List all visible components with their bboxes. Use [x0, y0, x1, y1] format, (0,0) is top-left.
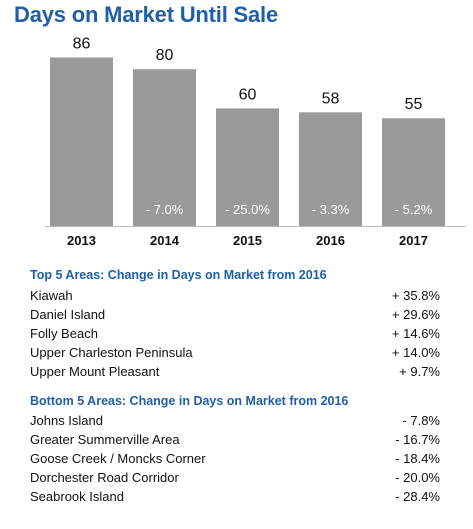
area-change: - 7.8%	[402, 413, 440, 428]
area-change: + 14.0%	[391, 345, 440, 360]
area-change: + 35.8%	[391, 288, 440, 303]
bar	[133, 69, 196, 226]
area-name: Goose Creek / Moncks Corner	[30, 451, 206, 466]
bar-value-label: 55	[405, 96, 423, 113]
bar-chart: 86 2013 80 - 7.0% 2014 60 - 25.0% 2015 58 - 3.3% 2…	[45, 35, 466, 248]
x-tick-label: 2013	[67, 233, 96, 248]
bar	[50, 57, 113, 226]
bottom-area-row: Seabrook Island - 28.4%	[30, 489, 440, 508]
bottom-area-row: Johns Island - 7.8%	[30, 413, 440, 432]
area-change: + 14.6%	[391, 326, 440, 341]
area-name: Daniel Island	[30, 307, 106, 322]
change-label: - 7.0%	[146, 202, 184, 217]
bottom-area-row: Goose Creek / Moncks Corner - 18.4%	[30, 451, 440, 470]
area-change: + 9.7%	[399, 364, 440, 379]
bar-value-label: 60	[239, 86, 257, 103]
bottom-areas-heading: Bottom 5 Areas: Change in Days on Market…	[30, 394, 349, 408]
area-name: Greater Summerville Area	[30, 432, 180, 447]
bar	[382, 118, 445, 226]
area-name: Kiawah	[30, 288, 73, 303]
bar	[299, 112, 362, 226]
x-tick-label: 2016	[316, 233, 345, 248]
top-area-row: Upper Mount Pleasant + 9.7%	[30, 364, 440, 383]
bar	[216, 108, 279, 226]
top-area-row: Upper Charleston Peninsula + 14.0%	[30, 345, 440, 364]
bottom-area-row: Dorchester Road Corridor - 20.0%	[30, 470, 440, 489]
x-tick-label: 2014	[150, 233, 180, 248]
area-name: Upper Mount Pleasant	[30, 364, 160, 379]
x-tick-label: 2015	[233, 233, 262, 248]
area-change: - 28.4%	[395, 489, 440, 504]
change-label: - 25.0%	[225, 202, 270, 217]
bottom-area-row: Greater Summerville Area - 16.7%	[30, 432, 440, 451]
top-area-row: Folly Beach + 14.6%	[30, 326, 440, 345]
area-change: + 29.6%	[391, 307, 440, 322]
bar-value-label: 80	[156, 47, 174, 64]
area-name: Seabrook Island	[30, 489, 124, 504]
top-area-row: Kiawah + 35.8%	[30, 288, 440, 307]
top-area-row: Daniel Island + 29.6%	[30, 307, 440, 326]
area-change: - 16.7%	[395, 432, 440, 447]
bar-value-label: 58	[322, 90, 340, 107]
change-label: - 3.3%	[312, 202, 350, 217]
bar-value-label: 86	[73, 35, 91, 52]
area-name: Upper Charleston Peninsula	[30, 345, 193, 360]
area-name: Folly Beach	[30, 326, 98, 341]
x-tick-label: 2017	[399, 233, 428, 248]
area-change: - 20.0%	[395, 470, 440, 485]
top-areas-heading: Top 5 Areas: Change in Days on Market fr…	[30, 268, 327, 282]
area-name: Johns Island	[30, 413, 103, 428]
chart-title: Days on Market Until Sale	[14, 2, 278, 27]
area-change: - 18.4%	[395, 451, 440, 466]
area-name: Dorchester Road Corridor	[30, 470, 179, 485]
change-label: - 5.2%	[395, 202, 433, 217]
